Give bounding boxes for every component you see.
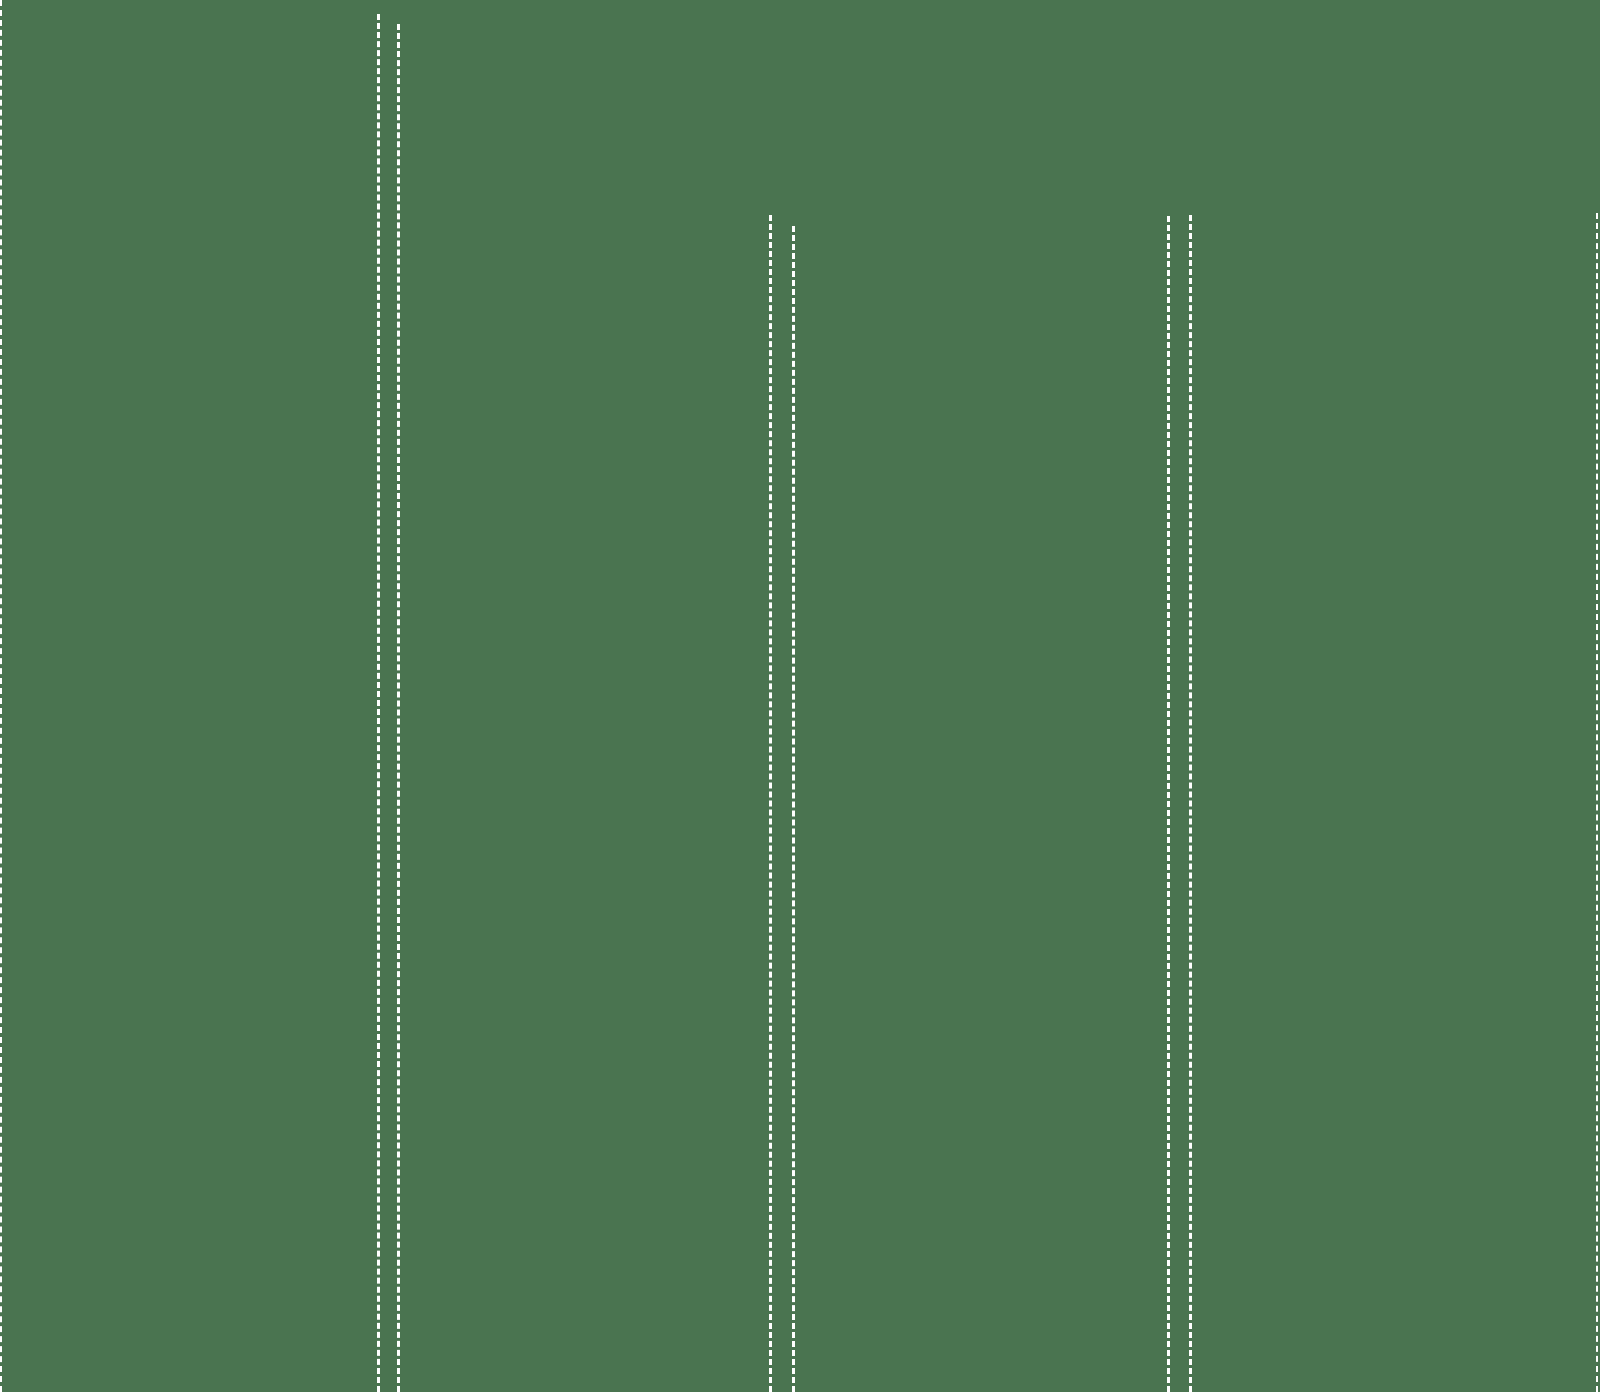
guide-line-group2-a[interactable] <box>769 215 772 1392</box>
guide-line-group3-a[interactable] <box>1167 216 1170 1392</box>
guide-line-right-edge[interactable] <box>1596 213 1598 1392</box>
guide-line-group1-b[interactable] <box>397 24 400 1392</box>
guide-line-group3-b[interactable] <box>1189 215 1192 1392</box>
guide-line-group1-a[interactable] <box>377 14 380 1392</box>
guide-line-group2-b[interactable] <box>792 226 795 1392</box>
guide-line-left-edge[interactable] <box>0 0 2 1392</box>
